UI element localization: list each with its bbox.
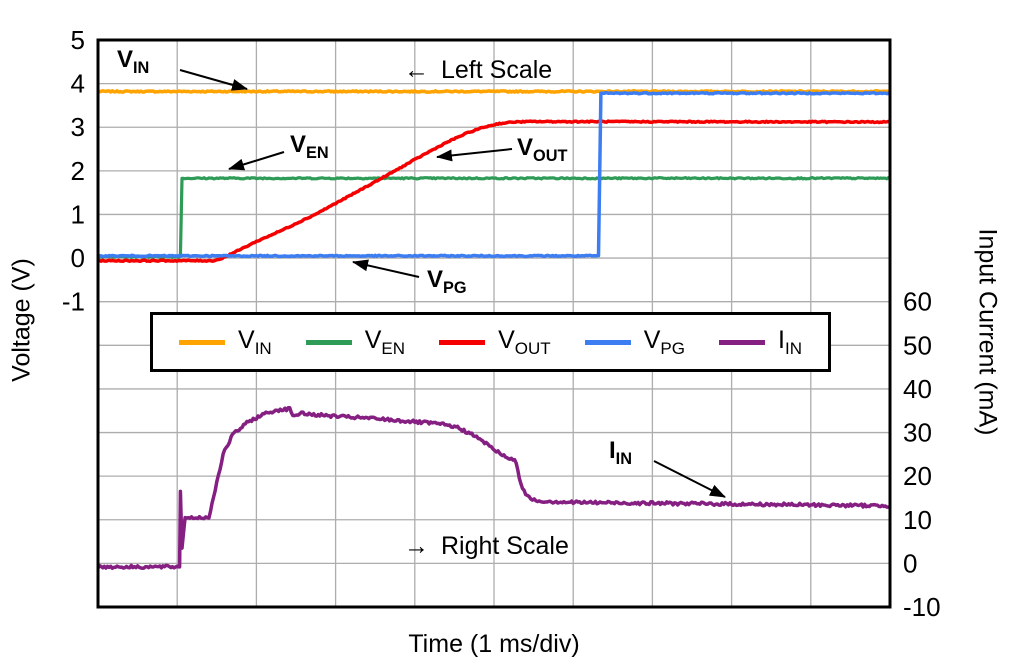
- legend-label-ven: VEN: [364, 325, 406, 358]
- trace-ven: [98, 176, 891, 259]
- left-tick-3: 3: [71, 112, 85, 142]
- right-tick-50: 50: [903, 330, 932, 360]
- annotation-arrow-vin-label: [179, 69, 248, 91]
- annotation-arrow-vout-label: [436, 148, 513, 162]
- legend-item-vout: VOUT: [439, 326, 551, 359]
- legend-item-iin: IIN: [719, 326, 802, 359]
- right-scale-arrow-icon: →: [404, 532, 429, 560]
- right-tick--10: -10: [903, 592, 941, 622]
- legend-swatch-ven: [305, 339, 352, 345]
- right-axis-title: Input Current (mA): [973, 228, 1002, 436]
- annotation-ven-label: VEN: [290, 131, 329, 162]
- plot-border: [96, 38, 892, 609]
- right-tick-0: 0: [903, 548, 917, 578]
- left-scale-arrow-icon: ←: [404, 56, 429, 84]
- annotation-arrow-vpg-label: [352, 259, 420, 278]
- legend-label-iin: IIN: [778, 325, 802, 358]
- legend-swatch-vpg: [584, 339, 631, 345]
- right-tick-30: 30: [903, 418, 932, 448]
- annotation-vin-label: VIN: [117, 46, 150, 77]
- left-tick-4: 4: [71, 69, 85, 99]
- left-tick-0: 0: [71, 243, 85, 273]
- annotation-arrow-ven-label: [228, 151, 285, 171]
- legend-label-vin: VIN: [238, 325, 272, 358]
- left-tick-2: 2: [71, 156, 85, 186]
- legend-item-vpg: VPG: [584, 325, 685, 359]
- legend-item-vin: VIN: [179, 326, 272, 359]
- annotation-right-scale: → Right Scale: [404, 532, 569, 560]
- right-tick-60: 60: [903, 287, 932, 317]
- legend-swatch-vin: [179, 339, 225, 345]
- legend: VIN VEN VOUT VPG IIN: [150, 312, 831, 372]
- legend-item-ven: VEN: [305, 325, 406, 359]
- right-tick-20: 20: [903, 461, 932, 491]
- annotation-iin-label: IIN: [609, 437, 632, 468]
- legend-swatch-vout: [439, 339, 486, 345]
- left-tick-1: 1: [71, 199, 85, 229]
- left-tick-5: 5: [71, 25, 85, 55]
- x-axis-title: Time (1 ms/div): [408, 630, 580, 658]
- legend-label-vpg: VPG: [643, 325, 685, 358]
- annotation-vout-label: VOUT: [517, 134, 568, 165]
- grid: [98, 40, 890, 607]
- right-tick-10: 10: [903, 505, 932, 535]
- annotation-arrow-iin-label: [653, 460, 726, 498]
- left-axis-title: Voltage (V): [7, 258, 36, 382]
- trace-iin: [96, 405, 891, 571]
- annotation-left-scale: ← Left Scale: [404, 56, 553, 84]
- annotation-vpg-label: VPG: [427, 266, 467, 297]
- trace-vpg: [97, 90, 891, 259]
- left-tick--1: -1: [62, 287, 85, 317]
- right-tick-40: 40: [903, 374, 932, 404]
- legend-label-vout: VOUT: [498, 325, 551, 358]
- legend-swatch-iin: [719, 339, 766, 345]
